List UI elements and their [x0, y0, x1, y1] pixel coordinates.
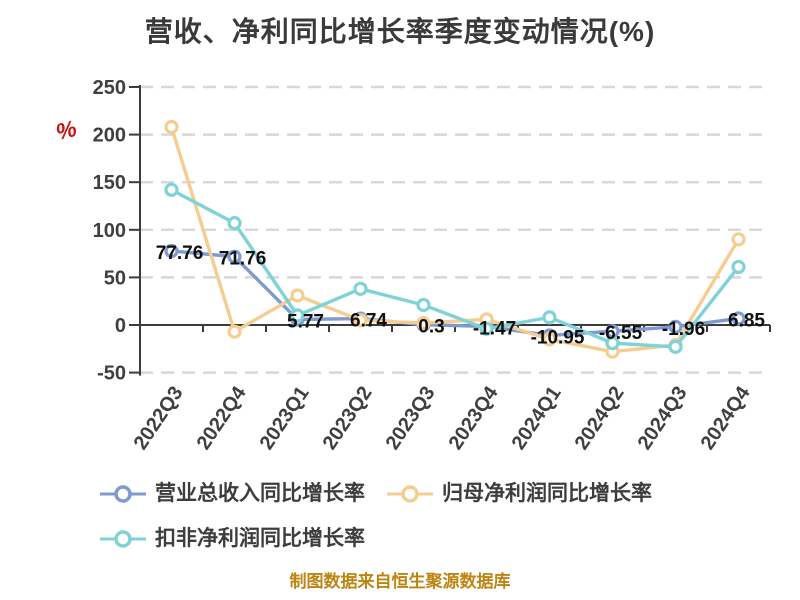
legend-label-deducted-profit: 扣非净利润同比增长率 — [155, 527, 365, 550]
svg-text:-50: -50 — [97, 363, 126, 385]
legend-row-1: 营业总收入同比增长率 归母净利润同比增长率 — [100, 478, 760, 509]
data-point — [605, 335, 620, 351]
series-2 — [164, 182, 746, 354]
svg-text:0.3: 0.3 — [418, 317, 444, 338]
legend: 营业总收入同比增长率 归母净利润同比增长率 扣非净利润同比增长率 — [100, 478, 760, 568]
svg-text:100: 100 — [93, 220, 126, 242]
svg-text:2023Q2: 2023Q2 — [319, 382, 377, 453]
data-point — [731, 311, 746, 326]
data-point — [542, 310, 557, 325]
data-point — [227, 216, 242, 231]
data-point — [416, 297, 431, 313]
legend-item-revenue[interactable]: 营业总收入同比增长率 — [100, 478, 365, 509]
legend-row-2: 扣非净利润同比增长率 — [100, 523, 760, 554]
gridlines — [140, 85, 770, 374]
data-point — [479, 321, 494, 336]
data-point — [164, 182, 179, 197]
svg-text:2024Q1: 2024Q1 — [508, 382, 566, 453]
svg-text:2022Q4: 2022Q4 — [193, 382, 252, 454]
legend-label-net-profit: 归母净利润同比增长率 — [442, 482, 652, 505]
data-point — [731, 259, 746, 275]
data-point — [542, 332, 557, 347]
svg-text:2024Q2: 2024Q2 — [571, 382, 629, 453]
data-point — [290, 308, 305, 323]
svg-text:2022Q3: 2022Q3 — [130, 382, 188, 453]
data-point — [227, 249, 242, 264]
svg-text:2023Q4: 2023Q4 — [445, 382, 504, 454]
series-1 — [164, 119, 746, 359]
svg-text:2023Q1: 2023Q1 — [256, 382, 314, 453]
legend-label-revenue: 营业总收入同比增长率 — [155, 482, 365, 505]
svg-text:-1.47: -1.47 — [473, 318, 516, 339]
legend-marker-deducted-profit-icon — [100, 529, 146, 548]
svg-text:71.76: 71.76 — [219, 249, 267, 270]
svg-text:6.85: 6.85 — [728, 310, 765, 331]
svg-text:200: 200 — [93, 125, 126, 147]
svg-text:-1.96: -1.96 — [662, 319, 705, 340]
y-axis-labels: 250 200 150 100 50 0 -50 — [93, 77, 126, 385]
legend-item-deducted-profit[interactable]: 扣非净利润同比增长率 — [100, 523, 365, 554]
legend-marker-net-profit-icon — [387, 484, 433, 503]
data-labels: 77.76 71.76 5.77 6.74 0.3 -1.47 -10.95 -6.55 -1.… — [156, 243, 766, 348]
legend-item-net-profit[interactable]: 归母净利润同比增长率 — [387, 478, 652, 509]
svg-text:5.77: 5.77 — [287, 312, 324, 333]
svg-text:-10.95: -10.95 — [531, 327, 585, 348]
data-point — [164, 243, 179, 259]
svg-text:6.74: 6.74 — [350, 311, 387, 332]
svg-text:2024Q3: 2024Q3 — [634, 382, 692, 453]
data-point — [353, 313, 368, 328]
data-point — [290, 288, 305, 303]
svg-text:2024Q4: 2024Q4 — [697, 382, 756, 454]
svg-text:250: 250 — [93, 77, 126, 99]
data-point — [353, 281, 368, 296]
svg-text:77.76: 77.76 — [156, 243, 204, 264]
chart-title: 营收、净利同比增长率季度变动情况(%) — [144, 16, 656, 47]
svg-text:2023Q3: 2023Q3 — [382, 382, 440, 453]
svg-text:0: 0 — [115, 315, 126, 337]
x-axis-labels: 2022Q3 2022Q4 2023Q1 2023Q2 2023Q3 2023Q4 2024… — [130, 382, 756, 454]
data-point — [416, 315, 431, 331]
legend-marker-revenue-icon — [100, 484, 146, 503]
data-source-note: 制图数据来自恒生聚源数据库 — [289, 572, 511, 591]
data-point — [227, 324, 242, 339]
data-point — [164, 119, 179, 135]
svg-text:150: 150 — [93, 172, 126, 194]
data-point — [731, 232, 746, 247]
data-point — [668, 319, 683, 334]
data-point — [668, 339, 683, 354]
svg-text:50: 50 — [104, 267, 126, 289]
svg-text:-6.55: -6.55 — [599, 323, 643, 344]
